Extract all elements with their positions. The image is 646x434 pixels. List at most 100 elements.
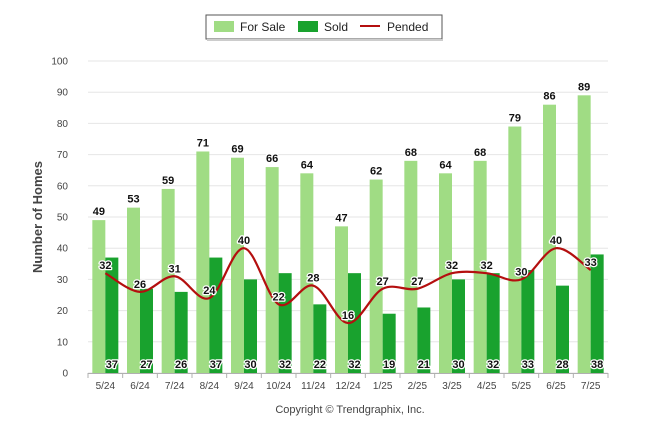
bar-for-sale [196, 151, 210, 373]
x-tick-label: 7/24 [165, 381, 185, 392]
x-tick-label: 5/24 [96, 381, 116, 392]
x-tick-label: 6/24 [130, 381, 150, 392]
legend-label-pended: Pended [387, 20, 428, 34]
bar-for-sale [543, 104, 556, 374]
for-sale-value-label: 62 [370, 166, 382, 178]
sold-value-label: 19 [383, 359, 395, 371]
bar-sold [556, 285, 569, 373]
pended-value-label: 27 [377, 276, 389, 288]
bar-sold [417, 307, 431, 373]
pended-value-label: 28 [307, 273, 319, 285]
for-sale-value-label: 64 [439, 159, 452, 171]
pended-value-label: 22 [273, 291, 285, 303]
pended-value-label: 32 [99, 260, 111, 272]
sold-value-label: 33 [522, 359, 534, 371]
sold-value-label: 37 [210, 359, 222, 371]
bar-for-sale [265, 167, 279, 373]
pended-value-label: 30 [515, 266, 527, 278]
legend-item-for-sale[interactable]: For Sale [214, 20, 286, 34]
bars [92, 95, 604, 374]
bar-for-sale [231, 157, 244, 373]
for-sale-value-label: 86 [543, 91, 555, 103]
x-tick-label: 4/25 [477, 381, 497, 392]
bar-sold [382, 313, 396, 373]
sold-value-label: 22 [314, 359, 326, 371]
x-tick-label: 2/25 [408, 381, 428, 392]
y-tick-label: 80 [57, 119, 69, 130]
for-sale-value-label: 71 [197, 137, 209, 149]
pended-value-label: 40 [550, 235, 562, 247]
legend-label-sold: Sold [324, 20, 348, 34]
sold-value-label: 37 [106, 359, 118, 371]
data-labels: 49 37 32 53 27 26 59 26 31 71 37 24 69 30 40 66 32 22 64 22… [91, 80, 604, 372]
sold-value-label: 26 [175, 359, 187, 371]
sold-value-label: 32 [279, 359, 291, 371]
y-tick-label: 50 [57, 213, 69, 224]
pended-value-label: 16 [342, 310, 354, 322]
legend-swatch-sold [298, 21, 318, 32]
for-sale-value-label: 53 [127, 194, 139, 206]
for-sale-value-label: 69 [231, 144, 243, 156]
bar-sold [174, 291, 188, 373]
x-tick-label: 3/25 [442, 381, 462, 392]
bar-sold [521, 270, 535, 373]
pended-value-label: 32 [446, 260, 458, 272]
pended-value-label: 40 [238, 235, 250, 247]
sold-value-label: 30 [244, 359, 256, 371]
sold-value-label: 28 [556, 359, 568, 371]
x-tick-label: 8/24 [200, 381, 220, 392]
bar-for-sale [473, 160, 487, 373]
bar-for-sale [404, 160, 418, 373]
legend-item-sold[interactable]: Sold [298, 20, 348, 34]
y-tick-label: 90 [57, 88, 69, 99]
for-sale-value-label: 47 [335, 212, 347, 224]
pended-value-label: 26 [134, 279, 146, 291]
bar-sold [486, 273, 500, 373]
bar-for-sale [577, 95, 591, 373]
for-sale-value-label: 79 [509, 113, 521, 125]
pended-value-label: 31 [169, 263, 181, 275]
bar-sold [278, 273, 292, 373]
pended-line [104, 247, 592, 325]
bar-sold [105, 257, 119, 373]
y-tick-label: 0 [62, 369, 68, 380]
x-tick-label: 11/24 [301, 381, 326, 392]
sold-value-label: 27 [140, 359, 152, 371]
for-sale-value-label: 49 [93, 206, 105, 218]
y-tick-label: 100 [51, 57, 68, 68]
y-axis-title: Number of Homes [30, 161, 45, 273]
bar-sold [313, 304, 327, 373]
x-tick-label: 12/24 [335, 381, 360, 392]
pended-value-label: 32 [481, 260, 493, 272]
bar-for-sale [161, 188, 175, 373]
legend-item-pended[interactable]: Pended [360, 20, 428, 34]
bar-sold [209, 257, 223, 373]
legend-frame-shadow [207, 39, 443, 41]
pended-line-group [104, 247, 592, 325]
x-tick-label: 9/24 [234, 381, 254, 392]
bar-sold [244, 279, 257, 373]
bar-for-sale [508, 126, 522, 374]
bar-sold [590, 254, 604, 373]
sold-value-label: 32 [487, 359, 499, 371]
x-tick-label: 6/25 [546, 381, 566, 392]
y-tick-label: 60 [57, 181, 69, 192]
for-sale-value-label: 59 [162, 175, 174, 187]
for-sale-value-label: 66 [266, 153, 278, 165]
y-tick-label: 10 [57, 337, 69, 348]
bar-for-sale [300, 173, 314, 373]
sold-value-label: 21 [418, 359, 430, 371]
for-sale-value-label: 89 [578, 81, 590, 93]
bar-for-sale [92, 220, 106, 373]
for-sale-value-label: 68 [474, 147, 486, 159]
x-tick-label: 5/25 [512, 381, 532, 392]
x-tick-label: 10/24 [266, 381, 291, 392]
x-tick-label: 1/25 [373, 381, 393, 392]
bar-sold [140, 288, 153, 373]
for-sale-value-label: 68 [405, 147, 417, 159]
y-tick-label: 30 [57, 275, 69, 286]
pended-value-label: 33 [585, 257, 597, 269]
legend-label-for-sale: For Sale [240, 20, 286, 34]
